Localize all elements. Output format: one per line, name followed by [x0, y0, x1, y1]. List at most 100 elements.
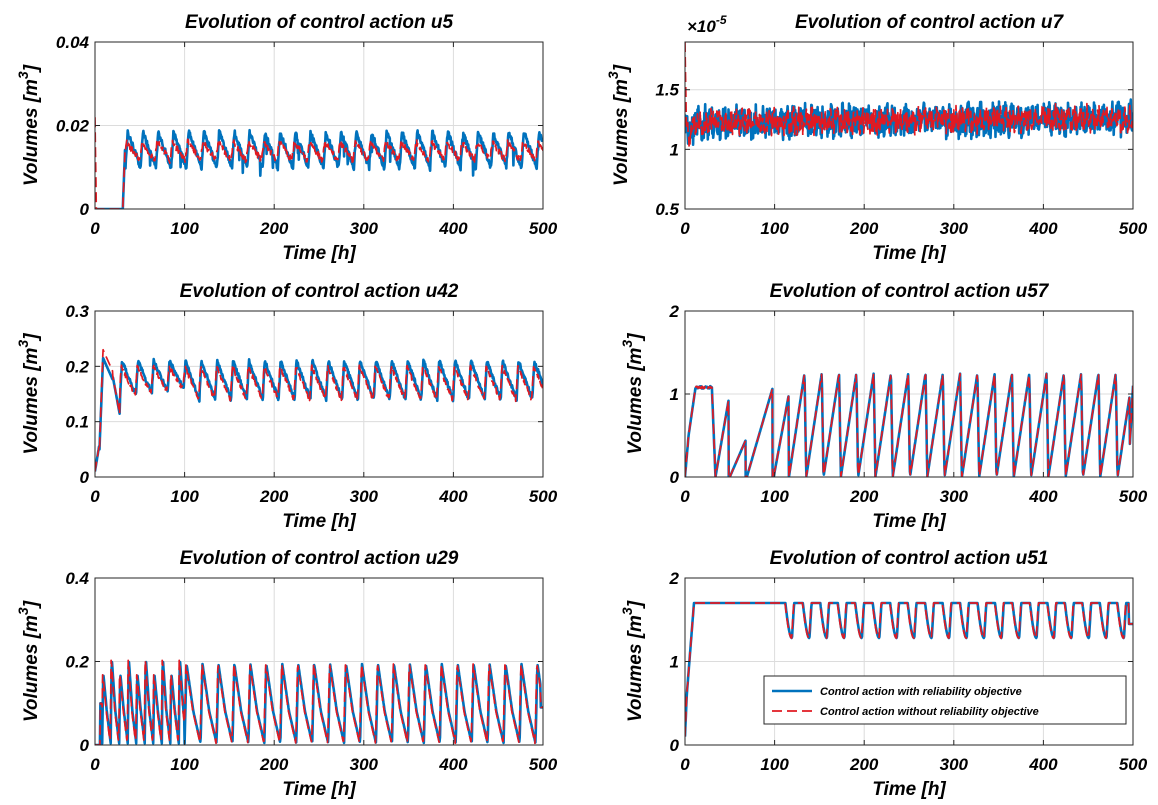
subplot-1: 0 100 200 300 400 500 0 0.02 0.04 Evolution of co…	[15, 12, 558, 264]
x-tick-label: 500	[1119, 755, 1148, 774]
x-tick-label: 0	[680, 487, 690, 506]
y-axis-label-text: Volumes [m	[21, 79, 42, 186]
y-axis-label-text: Volumes [m	[21, 615, 42, 722]
subplot-3: 0 100 200 300 400 500 0 0.1 0.2 0.3 Evolution of c…	[15, 281, 558, 532]
x-tick-label: 500	[529, 219, 558, 238]
x-tick-label: 400	[438, 219, 468, 238]
y-axis-label-close: ]	[625, 600, 646, 609]
y-axis-label-close: ]	[21, 600, 42, 609]
x-tick-label: 300	[350, 487, 379, 506]
y-tick-label: 0.04	[56, 33, 90, 52]
x-tick-label: 0	[680, 219, 690, 238]
y-tick-label: 1	[670, 385, 679, 404]
y-exponent-power: -5	[716, 13, 727, 27]
y-tick-label: 0	[80, 736, 90, 755]
y-tick-label: 0.4	[65, 569, 89, 588]
x-tick-label: 500	[529, 755, 558, 774]
y-exponent-label: ×10-5	[687, 13, 727, 36]
x-tick-label: 0	[90, 219, 100, 238]
x-tick-label: 400	[1028, 219, 1058, 238]
x-tick-label: 400	[438, 755, 468, 774]
chart-title: Evolution of control action u5	[185, 12, 454, 33]
chart-title: Evolution of control action u29	[180, 548, 459, 569]
x-tick-label: 200	[259, 487, 289, 506]
series-line-without	[685, 602, 1133, 737]
y-axis-label-sup: 3	[15, 340, 31, 348]
x-tick-label: 100	[760, 219, 789, 238]
subplot-6: 0 100 200 300 400 500 0 1 2 Evolution of control …	[619, 548, 1148, 800]
legend-box	[763, 675, 1127, 725]
legend-label: Control action without reliability objec…	[820, 706, 1039, 718]
x-tick-label: 0	[90, 755, 100, 774]
y-axis-label-sup: 3	[15, 607, 31, 615]
x-tick-label: 0	[680, 755, 690, 774]
x-tick-label: 400	[438, 487, 468, 506]
y-tick-label: 2	[669, 302, 680, 321]
y-axis-label-text: Volumes [m	[21, 347, 42, 454]
x-tick-label: 300	[940, 755, 969, 774]
y-exponent-base: ×10	[687, 17, 716, 36]
x-axis-label: Time [h]	[872, 511, 946, 532]
y-axis-label-sup: 3	[619, 340, 635, 348]
subplot-2: 0 100 200 300 400 500 0.5 1 1.5 Evolution of cont…	[605, 12, 1148, 264]
x-axis-label: Time [h]	[282, 243, 356, 264]
y-tick-label: 0	[670, 468, 680, 487]
series-line-without	[95, 117, 543, 209]
y-axis-label: Volumes [m3]	[619, 600, 646, 722]
x-tick-label: 300	[350, 755, 379, 774]
x-tick-label: 500	[1119, 219, 1148, 238]
y-axis-label: Volumes [m3]	[15, 64, 42, 186]
x-tick-label: 200	[849, 487, 879, 506]
x-tick-label: 400	[1028, 487, 1058, 506]
x-tick-label: 200	[259, 755, 289, 774]
x-tick-label: 500	[1119, 487, 1148, 506]
y-axis-label-close: ]	[625, 333, 646, 342]
y-axis-label-sup: 3	[619, 607, 635, 615]
y-axis-label-text: Volumes [m	[625, 615, 646, 722]
y-tick-label: 0	[670, 736, 680, 755]
y-tick-label: 0.2	[65, 653, 89, 672]
x-tick-label: 100	[760, 487, 789, 506]
plot-area	[95, 311, 543, 477]
y-tick-label: 0.02	[56, 117, 90, 136]
y-tick-label: 0	[80, 468, 90, 487]
y-axis-label-text: Volumes [m	[625, 347, 646, 454]
x-axis-label: Time [h]	[872, 779, 946, 800]
x-tick-label: 0	[90, 487, 100, 506]
chart-title: Evolution of control action u51	[770, 548, 1049, 569]
y-tick-label: 2	[669, 569, 680, 588]
y-axis-label-close: ]	[611, 64, 632, 73]
x-tick-label: 100	[760, 755, 789, 774]
y-axis-label-sup: 3	[605, 71, 621, 79]
y-axis-label: Volumes [m3]	[15, 600, 42, 722]
legend: Control action with reliability objectiv…	[763, 675, 1127, 725]
x-axis-label: Time [h]	[282, 511, 356, 532]
axes-box	[94, 310, 544, 478]
axes-box	[684, 41, 1134, 210]
x-tick-label: 200	[849, 219, 879, 238]
y-tick-label: 0	[80, 200, 90, 219]
y-axis-label-sup: 3	[15, 71, 31, 79]
subplot-4: 0 100 200 300 400 500 0 1 2 Evolution of control …	[619, 281, 1148, 532]
legend-label: Control action with reliability objectiv…	[820, 686, 1022, 698]
x-axis-label: Time [h]	[872, 243, 946, 264]
chart-title: Evolution of control action u42	[180, 281, 459, 302]
series-line-without	[685, 42, 1133, 149]
y-tick-label: 1.5	[655, 81, 679, 100]
y-axis-label-text: Volumes [m	[611, 79, 632, 186]
x-tick-label: 100	[170, 219, 199, 238]
chart-title: Evolution of control action u57	[770, 281, 1050, 302]
x-tick-label: 300	[350, 219, 379, 238]
x-tick-label: 200	[849, 755, 879, 774]
y-axis-label-close: ]	[21, 333, 42, 342]
x-tick-label: 100	[170, 755, 199, 774]
subplot-5: 0 100 200 300 400 500 0 0.2 0.4 Evolution of cont…	[15, 548, 558, 800]
y-axis-label: Volumes [m3]	[605, 64, 632, 186]
y-axis-label-close: ]	[21, 64, 42, 73]
x-tick-label: 100	[170, 487, 199, 506]
series-line-without	[95, 348, 543, 472]
x-tick-label: 400	[1028, 755, 1058, 774]
y-axis-label: Volumes [m3]	[619, 333, 646, 455]
y-tick-label: 0.2	[65, 357, 89, 376]
